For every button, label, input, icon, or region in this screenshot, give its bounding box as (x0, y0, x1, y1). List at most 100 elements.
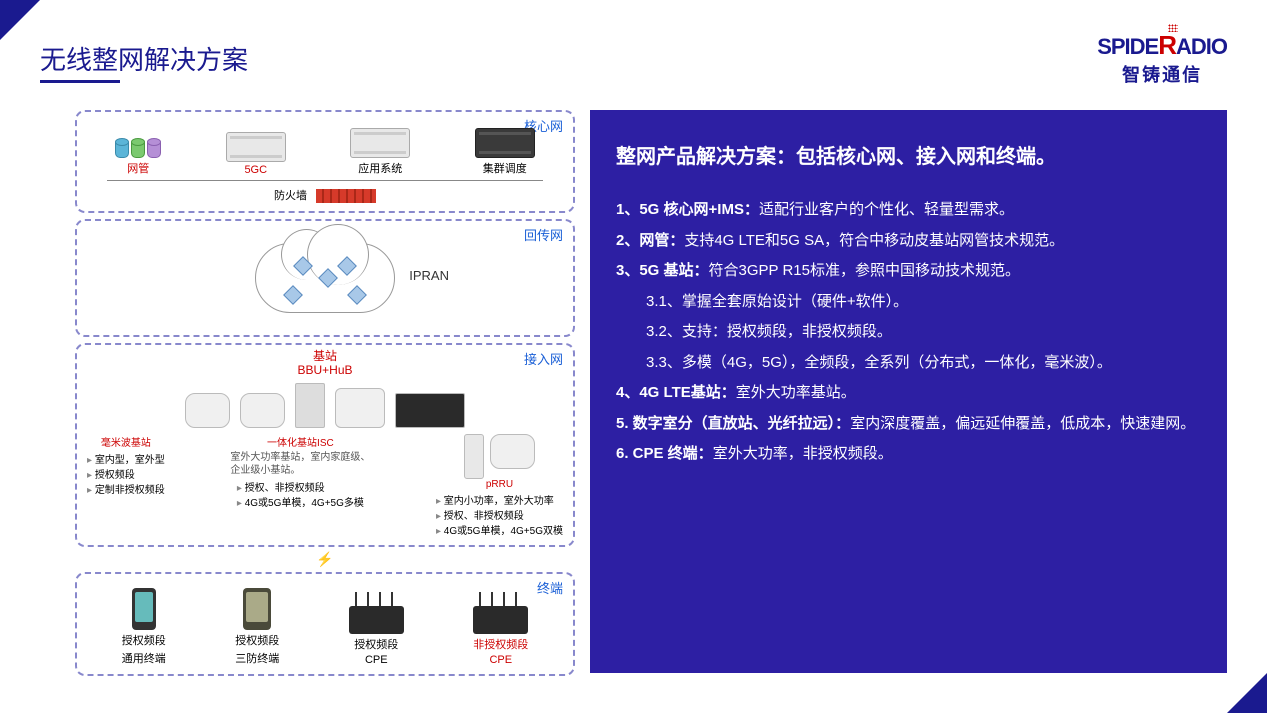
firewall-icon (316, 189, 376, 203)
p1a: 1、5G 核心网+IMS： (616, 201, 759, 218)
p2a: 2、网管： (616, 232, 684, 249)
server-icon (226, 132, 286, 162)
device-bbu (395, 393, 465, 428)
logo-pre: SPIDE (1097, 34, 1158, 59)
prru-b3: 4G或5G单模，4G+5G双模 (436, 522, 563, 537)
logo-chinese: 智铸通信 (1097, 61, 1227, 87)
terminal-row: 授权频段 通用终端 授权频段 三防终端 授权频段 CPE 非授权频段 CPE (87, 588, 563, 666)
t3-l1: 授权频段 (354, 636, 398, 652)
layer-access-label: 接入网 (524, 349, 563, 368)
layer-core: 核心网 网管 5GC 应用系统 集群调度 (75, 110, 575, 213)
prru-devices (464, 434, 535, 479)
mmwave-bullets: 室内型，室外型 授权频段 定制非授权频段 (87, 451, 165, 496)
corner-decoration-br (1227, 673, 1267, 713)
isc-b2: 4G或5G单模，4G+5G多模 (237, 494, 364, 509)
isc-title: 一体化基站ISC (267, 434, 334, 449)
cloud-mesh (286, 259, 364, 302)
firewall-label: 防火墙 (274, 190, 307, 202)
isc-desc: 室外大功率基站，室内家庭级、企业级小基站。 (230, 451, 370, 477)
server-icon (350, 128, 410, 158)
connection-line (107, 180, 543, 181)
firewall-row: 防火墙 (87, 187, 563, 203)
device-isc2 (335, 388, 385, 428)
corner-decoration-tl (0, 0, 40, 40)
description-panel: 整网产品解决方案：包括核心网、接入网和终端。 1、5G 核心网+IMS：适配行业… (590, 110, 1227, 673)
panel-p1: 1、5G 核心网+IMS：适配行业客户的个性化、轻量型需求。 (616, 196, 1201, 225)
item-app: 应用系统 (350, 128, 410, 176)
label-app: 应用系统 (358, 160, 402, 176)
prru-bullets: 室内小功率，室外大功率 授权、非授权频段 4G或5G单模，4G+5G双模 (436, 492, 563, 537)
t4-l1: 非授权频段 (473, 636, 528, 652)
access-devices-row (87, 383, 563, 428)
panel-heading: 整网产品解决方案：包括核心网、接入网和终端。 (616, 138, 1201, 176)
mmwave-b1: 室内型，室外型 (87, 451, 165, 466)
label-5gc: 5GC (244, 164, 267, 176)
p1b: 适配行业客户的个性化、轻量型需求。 (759, 201, 1014, 218)
isc-b1: 授权、非授权频段 (237, 479, 364, 494)
device-prru (490, 434, 535, 469)
panel-p6: 6. CPE 终端：室外大功率，非授权频段。 (616, 440, 1201, 469)
panel-p3: 3、5G 基站：符合3GPP R15标准，参照中国移动技术规范。 (616, 257, 1201, 286)
panel-p5: 5. 数字室分（直放站、光纤拉远）：室内深度覆盖，偏远延伸覆盖，低成本，快速建网… (616, 410, 1201, 439)
page-title: 无线整网解决方案 (40, 40, 248, 77)
isc-block: 一体化基站ISC 室外大功率基站，室内家庭级、企业级小基站。 授权、非授权频段 … (230, 434, 370, 509)
title-underline (40, 80, 120, 83)
p5b: 室内深度覆盖，偏远延伸覆盖，低成本，快速建网。 (850, 415, 1195, 432)
wireless-connector: ⚡ (75, 551, 575, 568)
p6a: 6. CPE 终端： (616, 445, 713, 462)
t2-l1: 授权频段 (235, 632, 279, 648)
p6b: 室外大功率，非授权频段。 (713, 445, 893, 462)
phone-icon (132, 588, 156, 630)
mmwave-title: 毫米波基站 (101, 434, 151, 449)
rugged-phone-icon (243, 588, 271, 630)
core-row: 网管 5GC 应用系统 集群调度 (87, 128, 563, 176)
layer-terminal-label: 终端 (537, 578, 563, 597)
panel-p33: 3.3、多模（4G，5G），全频段，全系列（分布式，一体化，毫米波）。 (616, 349, 1201, 378)
p3b: 符合3GPP R15标准，参照中国移动技术规范。 (709, 262, 1020, 279)
network-diagram: 核心网 网管 5GC 应用系统 集群调度 (75, 110, 575, 673)
ipran-label: IPRAN (409, 268, 449, 283)
t1-l1: 授权频段 (122, 632, 166, 648)
terminal-1: 授权频段 通用终端 (122, 588, 166, 666)
terminal-4: 非授权频段 CPE (473, 592, 528, 666)
terminal-2: 授权频段 三防终端 (235, 588, 279, 666)
logo-english: SPIDERADIO (1097, 30, 1227, 61)
t2-l2: 三防终端 (235, 650, 279, 666)
item-netmgmt: 网管 (115, 140, 161, 176)
t3-l2: CPE (365, 654, 388, 666)
panel-p4: 4、4G LTE基站：室外大功率基站。 (616, 379, 1201, 408)
cpe-icon (349, 606, 404, 634)
main-content: 核心网 网管 5GC 应用系统 集群调度 (75, 110, 1227, 673)
device-isc1 (240, 393, 285, 428)
item-cluster: 集群调度 (475, 128, 535, 176)
terminal-3: 授权频段 CPE (349, 592, 404, 666)
cpe-icon (473, 606, 528, 634)
logo-r: R (1158, 30, 1176, 60)
brand-logo: SPIDERADIO 智铸通信 (1097, 30, 1227, 87)
server-dark-icon (475, 128, 535, 158)
db-icons (115, 140, 161, 158)
device-antenna (295, 383, 325, 428)
logo-post: ADIO (1176, 34, 1227, 59)
prru-b1: 室内小功率，室外大功率 (436, 492, 563, 507)
bs-title: 基站 (313, 349, 337, 363)
ipran-cloud: IPRAN (255, 243, 395, 313)
bs-sub: BBU+HuB (297, 363, 352, 377)
label-netmgmt: 网管 (127, 160, 149, 176)
t1-l2: 通用终端 (122, 650, 166, 666)
p4b: 室外大功率基站。 (736, 384, 856, 401)
device-rru (464, 434, 484, 479)
p3a: 3、5G 基站： (616, 262, 709, 279)
bs-label: 基站 BBU+HuB (297, 349, 352, 378)
layer-access: 接入网 基站 BBU+HuB 毫米波基站 室内型，室外型 授权频段 定制非授 (75, 343, 575, 547)
label-cluster: 集群调度 (483, 160, 527, 176)
mmwave-b3: 定制非授权频段 (87, 481, 165, 496)
mmwave-b2: 授权频段 (87, 466, 165, 481)
mmwave-block: 毫米波基站 室内型，室外型 授权频段 定制非授权频段 (87, 434, 165, 496)
prru-b2: 授权、非授权频段 (436, 507, 563, 522)
panel-p32: 3.2、支持：授权频段，非授权频段。 (616, 318, 1201, 347)
prru-block: pRRU 室内小功率，室外大功率 授权、非授权频段 4G或5G单模，4G+5G双… (436, 434, 563, 537)
device-mmwave (185, 393, 230, 428)
prru-title: pRRU (486, 479, 513, 490)
layer-terminal: 终端 授权频段 通用终端 授权频段 三防终端 授权频段 CPE (75, 572, 575, 676)
